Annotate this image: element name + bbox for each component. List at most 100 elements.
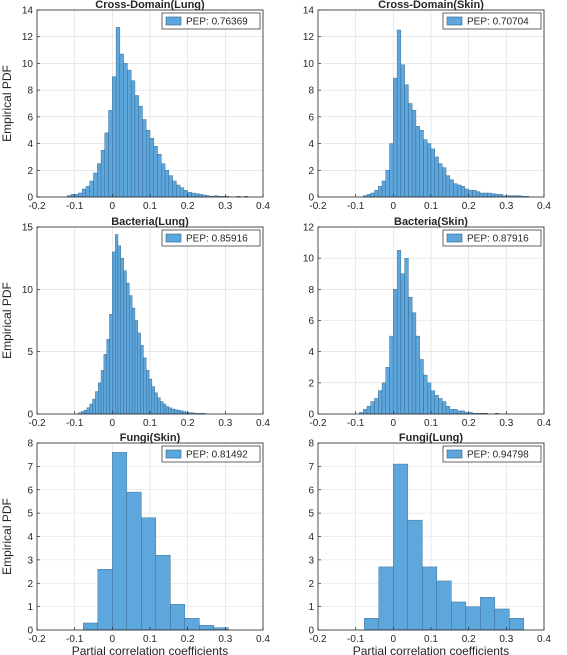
legend-label: PEP: 0.87916 <box>467 234 529 245</box>
histogram-bar <box>407 519 423 631</box>
panel-bacteria-lung: -0.2 -0.1 0 0.1 0.2 0.3 0.4 0 5 10 15 Bacteria(Lung… <box>0 216 270 429</box>
y-tick-label: 6 <box>27 112 33 123</box>
histogram-bar <box>449 409 454 415</box>
histogram-bar <box>408 103 413 198</box>
histogram-bar <box>479 192 484 198</box>
legend-label: PEP: 0.94798 <box>467 450 529 461</box>
histogram-bar <box>112 452 128 631</box>
histogram-bar <box>129 295 133 415</box>
y-tick-label: 4 <box>27 532 33 543</box>
histogram-bar <box>400 273 405 415</box>
y-tick-label: 4 <box>308 139 314 150</box>
histogram-bar <box>483 192 488 198</box>
panel-bacteria-skin: -0.2 -0.1 0 0.1 0.2 0.3 0.4 0 2 4 6 8 10 12 Bacteria(S… <box>303 216 552 429</box>
histogram-bar <box>453 409 458 415</box>
histogram-bar <box>427 382 432 415</box>
panel-cross-domain-lung: -0.2 -0.1 0 0.1 0.2 0.3 0.4 0 2 4 6 8 10 12 14 Cross-Do… <box>0 0 270 212</box>
histogram-bar <box>374 190 379 198</box>
histogram-bar <box>109 314 113 415</box>
legend-label: PEP: 0.70704 <box>467 17 529 28</box>
histogram-bar <box>381 382 386 415</box>
histogram-bar <box>430 390 435 415</box>
x-tick-label: -0.2 <box>28 201 46 212</box>
y-tick-label: 8 <box>308 439 314 450</box>
histogram-bar <box>411 312 417 415</box>
histogram-bar <box>146 130 151 198</box>
y-tick-label: 10 <box>303 59 315 70</box>
histogram-bar <box>184 618 200 631</box>
histogram-bar <box>86 407 90 415</box>
histogram-bar <box>453 183 458 198</box>
histogram-bar <box>89 180 94 198</box>
histogram-bar <box>104 132 109 198</box>
histogram-bar <box>112 251 116 415</box>
x-tick-label: 0.2 <box>181 418 195 429</box>
chart-title: Bacteria(Lung) <box>111 216 189 228</box>
y-tick-label: 10 <box>22 285 34 296</box>
y-tick-label: 5 <box>27 347 33 358</box>
histogram-bar <box>385 367 390 415</box>
histogram-bar <box>97 163 102 198</box>
histogram-bar <box>434 395 439 415</box>
x-tick-label: 0.3 <box>218 418 232 429</box>
histogram-bar <box>442 167 447 198</box>
histogram-bar <box>442 401 447 415</box>
histogram-bar <box>509 618 525 631</box>
histogram-bar <box>400 64 405 198</box>
y-tick-label: 4 <box>308 532 314 543</box>
x-tick-label: 0 <box>391 634 397 645</box>
histogram-bar <box>366 406 371 415</box>
histogram-bar <box>93 172 98 198</box>
x-tick-label: 0.1 <box>424 418 438 429</box>
legend-label: PEP: 0.76369 <box>186 17 248 28</box>
legend-swatch <box>165 233 182 243</box>
histogram-bar <box>464 188 469 198</box>
histogram-bar <box>83 410 88 415</box>
histogram-bar <box>199 625 215 631</box>
histogram-bar <box>438 398 443 415</box>
histogram-bar <box>143 357 147 415</box>
histogram-bar <box>451 601 467 631</box>
histogram-bar <box>97 569 113 631</box>
x-tick-label: 0.3 <box>499 418 513 429</box>
histogram-bar <box>171 408 175 415</box>
y-tick-label: 2 <box>308 166 314 177</box>
histogram-bar <box>419 130 424 198</box>
y-tick-label: 15 <box>22 223 34 234</box>
histogram-bar <box>374 398 379 415</box>
histogram-bar <box>137 332 141 415</box>
legend-box <box>161 229 261 247</box>
x-tick-label: 0.4 <box>537 201 551 212</box>
histogram-bar <box>381 180 386 198</box>
x-tick-label: -0.1 <box>66 418 84 429</box>
histogram-bar <box>114 234 119 415</box>
x-axis-label: Partial correlation coefficients <box>353 644 510 655</box>
y-tick-label: 10 <box>22 59 34 70</box>
histogram-bar <box>157 397 161 415</box>
histogram-bar <box>476 191 481 198</box>
histogram-bar <box>120 257 124 415</box>
histogram-bar <box>165 406 170 415</box>
histogram-bar <box>153 146 158 198</box>
histogram-bar <box>366 194 371 198</box>
histogram-bar <box>160 401 164 415</box>
panel-cross-domain-skin: -0.2 -0.1 0 0.1 0.2 0.3 0.4 0 2 4 6 8 10 12 14 Cross-Do… <box>303 0 552 212</box>
histogram-bar <box>115 27 121 198</box>
histogram-bar <box>457 184 462 198</box>
y-tick-label: 7 <box>27 462 33 473</box>
x-tick-label: 0.4 <box>537 634 551 645</box>
histogram-bar <box>378 390 383 415</box>
x-tick-label: 0.3 <box>218 201 232 212</box>
y-tick-label: 10 <box>303 254 315 265</box>
histogram-bar <box>480 597 496 631</box>
histogram-bar <box>141 517 157 631</box>
histogram-bar <box>460 186 466 198</box>
histogram-bar <box>378 186 383 198</box>
histogram-bar <box>112 76 117 198</box>
histogram-bar <box>404 257 409 415</box>
panel-fungi-skin: -0.2 -0.1 0 0.1 0.2 0.3 0.4 0 1 2 3 4 5 6 7 8 Fungi(Skin… <box>0 432 270 655</box>
x-tick-label: -0.1 <box>347 418 365 429</box>
histogram-bar <box>78 192 83 198</box>
histogram-bar <box>151 386 155 415</box>
histogram-bar <box>164 170 170 198</box>
